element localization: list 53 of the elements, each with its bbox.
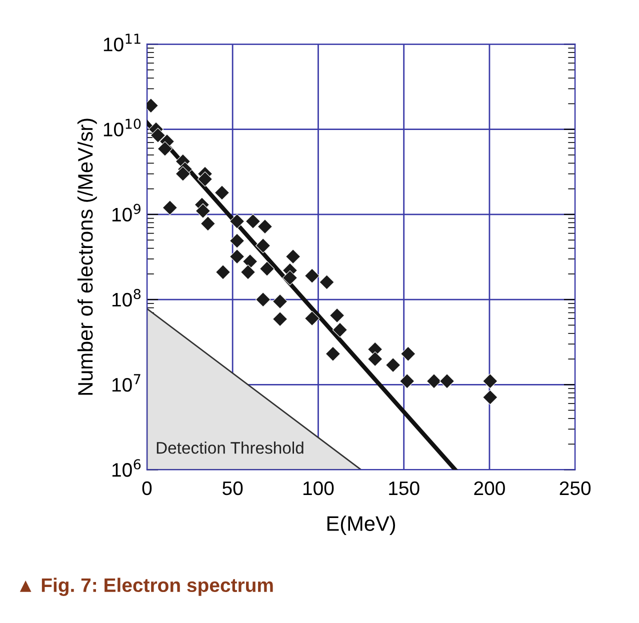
point (256, 292, 271, 308)
point (195, 203, 211, 218)
point (259, 261, 275, 276)
point (157, 141, 173, 156)
point (329, 308, 345, 324)
point (200, 216, 216, 232)
x-tick-label: 250 (560, 481, 591, 496)
x-tick-label: 150 (389, 481, 420, 496)
y-axis-title: Number of electrons (/MeV/sr) (77, 118, 97, 395)
point (368, 351, 383, 367)
y-tick-label: 10$^{11}$ (104, 34, 140, 52)
point (400, 374, 415, 389)
point (439, 374, 455, 389)
point (197, 172, 213, 187)
point (272, 311, 288, 327)
x-tick-label: 50 (222, 481, 243, 496)
point (229, 248, 245, 264)
x-axis-title: E(MeV) (327, 516, 396, 536)
point (482, 374, 498, 389)
y-tick-label: 10$^{6}$ (112, 459, 141, 477)
point (229, 233, 245, 248)
point (215, 264, 231, 280)
point (256, 238, 271, 254)
point (245, 214, 261, 229)
y-tick-label: 10$^{9}$ (112, 204, 141, 222)
x-tick-label: 100 (303, 481, 334, 496)
point (242, 254, 258, 270)
point (385, 357, 401, 373)
point (426, 374, 442, 389)
x-tick-label: 0 (142, 481, 152, 496)
point (150, 128, 166, 143)
point (229, 214, 245, 229)
point (285, 248, 301, 264)
y-tick-label: 10$^{7}$ (112, 374, 140, 392)
point (162, 200, 178, 216)
point (319, 274, 334, 290)
point (257, 219, 273, 234)
point (304, 310, 320, 326)
x-tick-label: 200 (474, 481, 505, 496)
series-label: Detection Threshold (156, 442, 304, 454)
point (332, 322, 348, 338)
point (175, 166, 190, 182)
point (482, 390, 498, 405)
point (214, 185, 230, 200)
point (282, 270, 298, 286)
y-tick-label: 10$^{10}$ (104, 118, 141, 136)
y-tick-label: 10$^{8}$ (112, 288, 141, 307)
point (272, 294, 288, 309)
point (400, 346, 416, 362)
point (240, 264, 256, 280)
text: ▲ Fig. 7: Electron spectrum (20, 578, 273, 596)
point (304, 268, 320, 284)
point (325, 346, 341, 362)
